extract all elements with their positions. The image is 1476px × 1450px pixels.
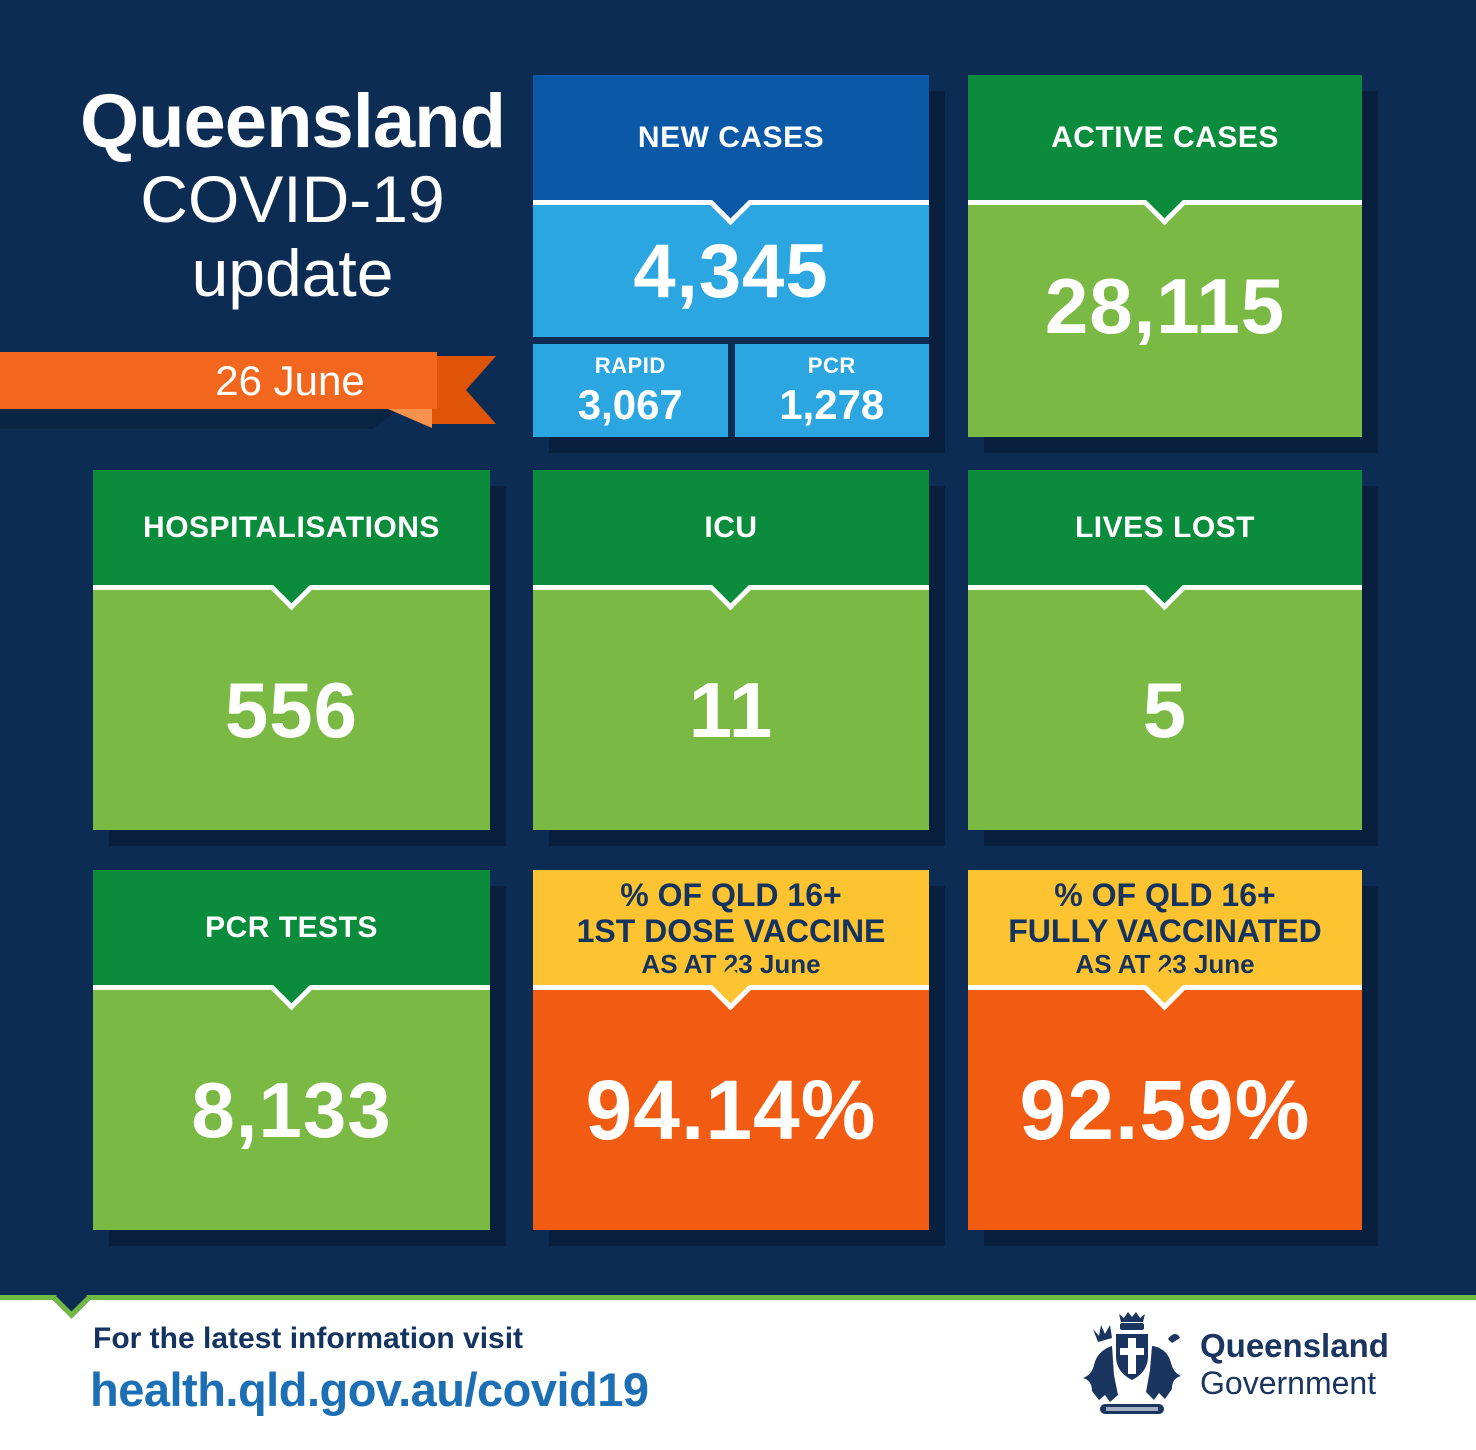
title-line-2: COVID-19 xyxy=(140,162,445,236)
ribbon-fold xyxy=(388,409,432,428)
ribbon-band xyxy=(0,352,437,409)
pcr-tests-label: PCR TESTS xyxy=(205,910,378,944)
first-dose-body: 94.14% xyxy=(533,966,929,1230)
footer-url-link[interactable]: health.qld.gov.au/covid19 xyxy=(90,1363,649,1416)
active-cases-header: ACTIVE CASES xyxy=(968,75,1362,200)
lives-lost-body: 5 xyxy=(968,566,1362,830)
tile-fully-vaccinated: % OF QLD 16+ FULLY VACCINATED AS AT 23 J… xyxy=(968,870,1362,1230)
rapid-box: RAPID 3,067 xyxy=(533,344,728,437)
rapid-value: 3,067 xyxy=(577,380,683,428)
pcr-tests-header: PCR TESTS xyxy=(93,870,490,985)
new-cases-label: NEW CASES xyxy=(637,120,825,154)
hospitalisations-label: HOSPITALISATIONS xyxy=(143,510,440,544)
icu-value: 11 xyxy=(688,665,774,754)
first-dose-label-line1: % OF QLD 16+ xyxy=(620,876,842,913)
hospitalisations-header: HOSPITALISATIONS xyxy=(93,470,490,585)
fully-vaccinated-header: % OF QLD 16+ FULLY VACCINATED AS AT 23 J… xyxy=(968,870,1362,985)
pcr-tests-body: 8,133 xyxy=(93,966,490,1230)
footer-info-text: For the latest information visit xyxy=(93,1322,524,1355)
footer: For the latest information visit health.… xyxy=(0,1280,1476,1450)
logo-queensland: Queensland xyxy=(1200,1327,1389,1364)
tile-icu: ICU 11 xyxy=(533,470,929,830)
tile-first-dose-vaccine: % OF QLD 16+ 1ST DOSE VACCINE AS AT 23 J… xyxy=(533,870,929,1230)
hospitalisations-value: 556 xyxy=(224,665,359,754)
icu-body: 11 xyxy=(533,566,929,830)
active-cases-label: ACTIVE CASES xyxy=(1051,120,1279,154)
new-cases-value: 4,345 xyxy=(633,228,829,314)
icu-label: ICU xyxy=(704,510,758,544)
ribbon-shadow xyxy=(0,409,400,429)
active-cases-body: 28,115 xyxy=(968,181,1362,437)
lives-lost-value: 5 xyxy=(1142,665,1188,754)
fully-vaccinated-body: 92.59% xyxy=(968,966,1362,1230)
qld-gov-logo: Queensland Government xyxy=(1082,1308,1389,1420)
tile-pcr-tests: PCR TESTS 8,133 xyxy=(93,870,490,1230)
page-title: Queensland COVID-19 update xyxy=(40,79,545,311)
first-dose-value: 94.14% xyxy=(585,1062,877,1157)
pcr-box: PCR 1,278 xyxy=(734,344,929,437)
tile-new-cases: NEW CASES 4,345 RAPID 3,067 PCR 1,278 xyxy=(533,75,929,437)
title-line-1: Queensland xyxy=(80,79,506,164)
pcr-value: 1,278 xyxy=(779,380,885,428)
icu-header: ICU xyxy=(533,470,929,585)
logo-government: Government xyxy=(1200,1365,1377,1401)
first-dose-label-line2: 1ST DOSE VACCINE xyxy=(576,912,886,949)
fully-vaccinated-value: 92.59% xyxy=(1019,1062,1311,1157)
qld-gov-logo-text: Queensland Government xyxy=(1200,1327,1389,1401)
rapid-label: RAPID xyxy=(594,352,666,378)
new-cases-breakdown: RAPID 3,067 PCR 1,278 xyxy=(533,344,929,437)
new-cases-header: NEW CASES xyxy=(533,75,929,200)
new-cases-value-panel: 4,345 xyxy=(533,181,929,337)
fully-vaccinated-label-line1: % OF QLD 16+ xyxy=(1054,876,1276,913)
ribbon-tail xyxy=(432,356,496,424)
first-dose-header: % OF QLD 16+ 1ST DOSE VACCINE AS AT 23 J… xyxy=(533,870,929,985)
lives-lost-label: LIVES LOST xyxy=(1074,510,1256,544)
qld-coat-of-arms-icon xyxy=(1083,1312,1181,1414)
active-cases-value: 28,115 xyxy=(1044,261,1286,350)
page-background: Queensland COVID-19 update 26 June NEW C… xyxy=(0,75,1476,1300)
hospitalisations-body: 556 xyxy=(93,566,490,830)
pcr-label: PCR xyxy=(807,352,856,378)
tile-lives-lost: LIVES LOST 5 xyxy=(968,470,1362,830)
fully-vaccinated-label-line2: FULLY VACCINATED xyxy=(1008,912,1322,949)
tile-hospitalisations: HOSPITALISATIONS 556 xyxy=(93,470,490,830)
pcr-tests-value: 8,133 xyxy=(191,1065,392,1154)
date-ribbon xyxy=(0,352,496,429)
date-ribbon-label: 26 June xyxy=(215,357,365,404)
tile-active-cases: ACTIVE CASES 28,115 xyxy=(968,75,1362,437)
title-line-3: update xyxy=(191,236,394,310)
lives-lost-header: LIVES LOST xyxy=(968,470,1362,585)
